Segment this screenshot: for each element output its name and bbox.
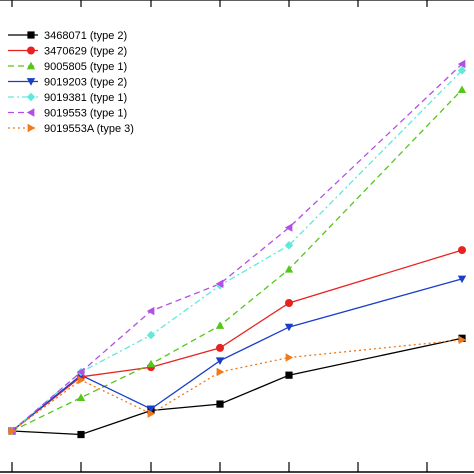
legend-label-0: 3468071 (type 2) [44,30,127,42]
series-2-point-5 [457,85,467,94]
series-1-point-4 [285,298,293,307]
series-3-point-5 [457,275,467,284]
series-6-point-3 [216,367,225,377]
series-6-point-0 [8,426,17,436]
series-3-point-3 [215,357,225,365]
series-6-point-4 [285,353,294,362]
legend-marker-2 [26,61,36,70]
series-line-2 [11,89,463,432]
legend-marker-6 [27,123,36,133]
legend-marker-3 [26,78,36,86]
series-4-point-2 [146,330,156,340]
series-1-point-5 [458,246,466,255]
series-0-point-3 [216,400,224,408]
series-0-point-1 [77,430,85,439]
series-5-point-2 [146,306,155,316]
series-1-point-3 [216,343,224,352]
legend-marker-0 [27,31,35,39]
series-5-point-4 [284,223,293,232]
series-4-point-4 [284,241,294,250]
series-0-point-4 [285,371,293,379]
series-3-point-2 [146,405,156,414]
legend-label-5: 9019553 (type 1) [44,108,127,120]
series-3-point-4 [284,323,294,332]
series-2-point-1 [76,393,86,401]
legend-label-3: 9019203 (type 2) [44,77,127,89]
series-5-point-1 [76,367,85,377]
chart-series-markers [7,59,467,439]
chart-series-lines [11,63,463,436]
series-5-point-3 [215,279,224,288]
series-2-point-3 [215,321,225,329]
legend-marker-4 [26,92,36,102]
series-6-point-2 [147,409,156,418]
series-4-point-5 [457,66,467,75]
series-line-1 [11,249,463,432]
chart-legend: 3468071 (type 2) 3470629 (type 2) 9005805 … [8,30,134,135]
series-line-0 [11,337,463,436]
series-2-point-4 [284,265,294,273]
series-line-6 [11,339,463,432]
legend-label-4: 9019381 (type 1) [44,92,127,104]
legend-marker-5 [26,108,35,117]
series-5-point-5 [457,59,466,69]
series-6-point-5 [458,335,467,345]
legend-label-2: 9005805 (type 1) [44,61,127,73]
series-6-point-1 [77,375,86,385]
series-2-point-2 [146,359,156,368]
legend-label-1: 3470629 (type 2) [44,46,127,58]
legend-marker-1 [27,46,35,55]
legend-label-6: 9019553A (type 3) [44,123,134,135]
series-line-5 [11,63,463,432]
series-line-3 [11,278,463,432]
